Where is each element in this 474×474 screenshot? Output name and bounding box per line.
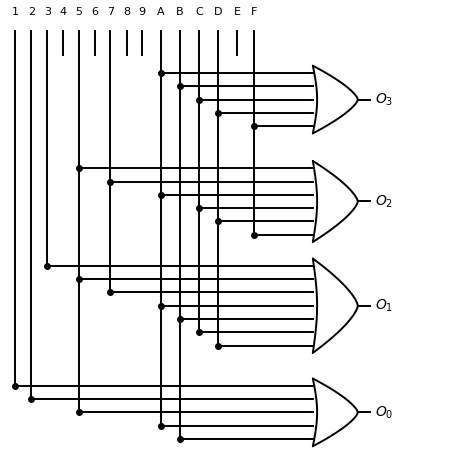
Text: F: F — [250, 7, 257, 17]
Text: 2: 2 — [27, 7, 35, 17]
Text: $O_0$: $O_0$ — [375, 404, 394, 420]
Text: 9: 9 — [138, 7, 146, 17]
Text: $O_3$: $O_3$ — [375, 91, 394, 108]
Text: A: A — [157, 7, 165, 17]
Text: C: C — [195, 7, 203, 17]
Text: 6: 6 — [91, 7, 98, 17]
Text: 8: 8 — [123, 7, 130, 17]
Text: 3: 3 — [44, 7, 51, 17]
Text: 4: 4 — [59, 7, 67, 17]
Text: D: D — [214, 7, 222, 17]
Text: 7: 7 — [107, 7, 114, 17]
Text: $O_2$: $O_2$ — [375, 193, 393, 210]
Text: E: E — [234, 7, 240, 17]
Text: B: B — [176, 7, 184, 17]
Text: 5: 5 — [75, 7, 82, 17]
Text: 1: 1 — [12, 7, 18, 17]
Text: $O_1$: $O_1$ — [375, 298, 393, 314]
